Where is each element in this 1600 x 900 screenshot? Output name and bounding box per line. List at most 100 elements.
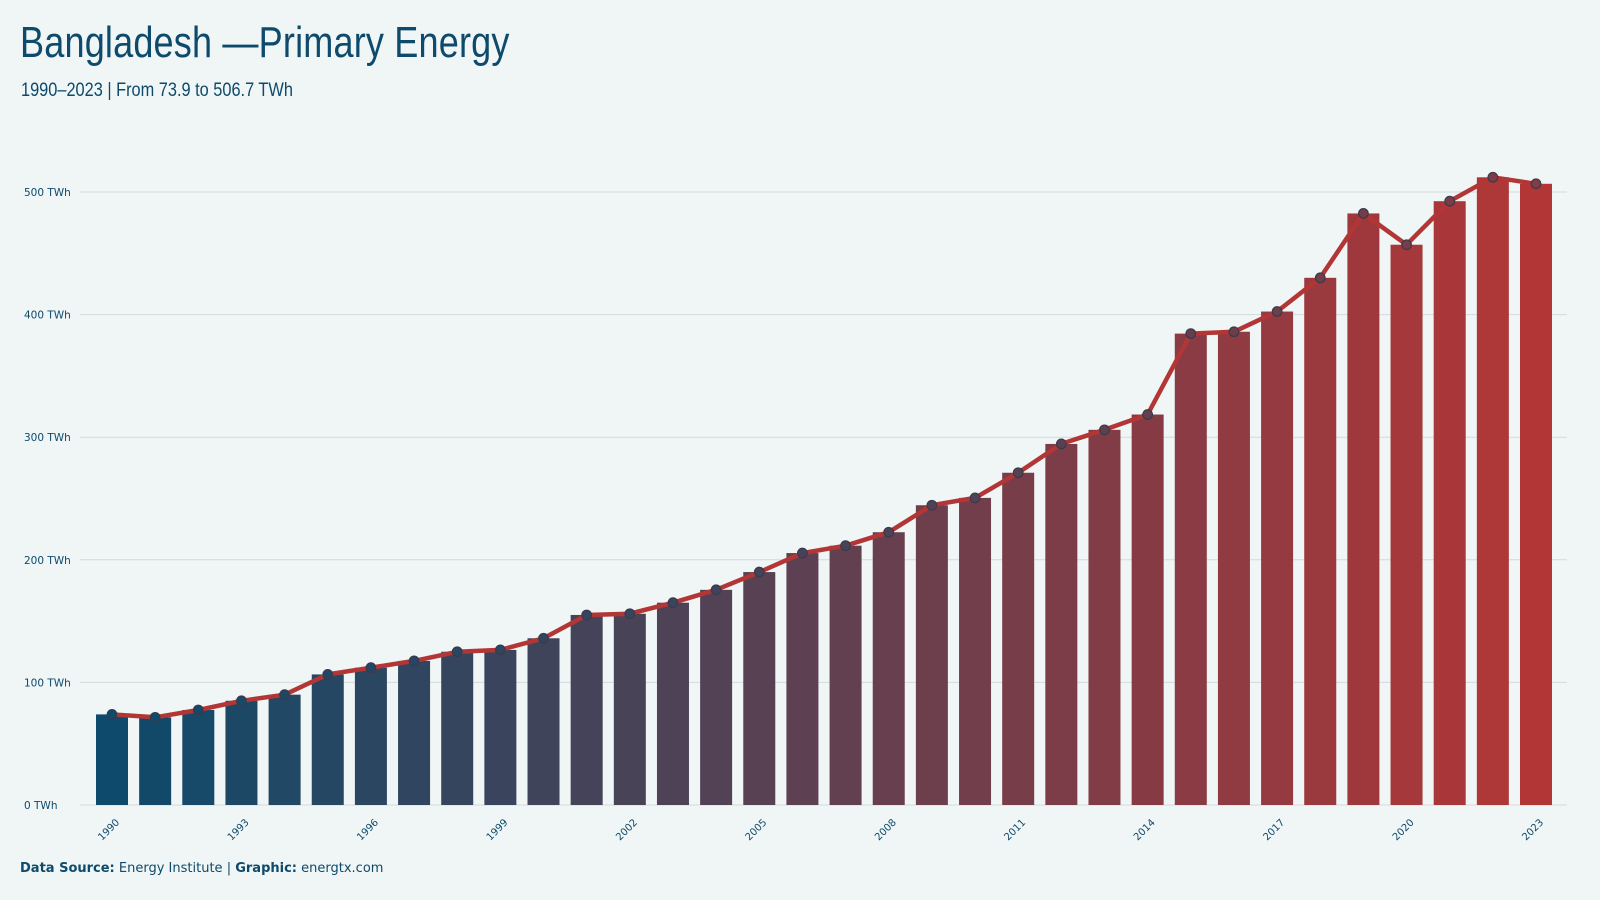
trend-line-path [109,175,1539,720]
data-point [192,704,204,716]
data-point [1314,272,1326,284]
bars [96,177,1552,806]
data-point [667,597,679,609]
grid-lines [80,191,1567,806]
data-point [1487,171,1499,183]
data-point [624,608,636,620]
bar [915,505,948,805]
data-point [322,669,334,680]
bar [1002,472,1035,805]
bar [182,709,215,805]
bar [1217,331,1250,805]
bar [959,497,992,805]
data-point [1012,467,1024,479]
bar [1131,414,1164,805]
bar [1347,213,1380,805]
x-tick-label: 1999 [485,817,511,843]
bar [786,553,819,805]
data-point [1142,409,1154,420]
data-point [451,646,463,658]
bar [1304,277,1337,805]
y-tick-label: 0 TWh [24,800,57,812]
data-point [236,695,247,707]
data-point [1530,178,1542,190]
data-point [926,499,938,511]
x-tick-label: 2011 [1003,817,1029,843]
data-point [1444,195,1456,207]
x-axis-ticks: 1990 1993 1996 1999 2002 2005 2008 2011 2014 2017… [96,817,1546,843]
bar [311,674,344,805]
data-point [1185,328,1197,340]
y-axis-ticks: 0 TWh 100 TWh 200 TWh 300 TWh 400 TWh 500 TWh [24,187,71,812]
trend-line [109,175,1539,720]
bar [225,700,258,805]
data-point [106,708,118,720]
footer: Data Source: Energy Institute | Graphic:… [20,861,383,876]
x-tick-label: 2017 [1261,817,1287,843]
data-point [408,655,420,667]
bar [398,660,431,805]
bar [96,714,128,805]
x-tick-label: 2020 [1391,817,1417,843]
x-tick-label: 2005 [744,817,770,843]
graphic-value: energtx.com [301,861,384,876]
data-point [581,609,593,621]
bar [1174,333,1207,805]
data-point [149,711,161,723]
chart-subtitle: 1990–2023 | From 73.9 to 506.7 TWh [21,80,293,101]
markers [106,171,1542,723]
bar [441,651,474,805]
x-tick-label: 1990 [96,817,122,843]
bar [268,694,301,805]
data-point [1401,239,1412,251]
bar [1433,201,1466,805]
data-point [969,492,981,504]
data-point [1099,424,1110,436]
y-tick-label: 500 TWh [24,187,71,199]
data-point [1357,208,1369,219]
data-point [797,547,808,559]
data-source-label: Data Source: [20,861,115,876]
bar [829,545,862,805]
y-tick-label: 400 TWh [24,310,71,322]
data-point [538,632,549,644]
bar [484,649,517,805]
x-tick-label: 1993 [226,817,252,843]
data-point [279,689,291,701]
y-tick-label: 300 TWh [24,432,71,444]
data-point [1055,438,1067,450]
bar [527,638,560,805]
bar [354,667,387,805]
x-tick-label: 1996 [355,817,381,843]
data-point [883,526,895,538]
bar [1045,443,1078,805]
y-tick-label: 200 TWh [24,555,71,567]
bar [1520,183,1552,806]
bar [700,589,733,805]
data-point [840,540,851,552]
bar [613,613,646,805]
data-point [494,644,506,656]
bar [139,717,172,805]
data-point [1271,306,1283,317]
bar [1390,244,1423,805]
data-point [1228,326,1240,338]
footer-separator: | [226,861,232,876]
chart-title: Bangladesh —Primary Energy [20,18,510,67]
x-tick-label: 2014 [1132,817,1158,843]
bar [1476,177,1509,806]
data-source-value: Energy Institute [118,861,223,876]
data-point [710,584,722,596]
x-tick-label: 2008 [873,817,899,843]
bar [570,614,603,805]
bar [743,572,776,805]
data-point [753,566,765,578]
bar [1088,429,1121,805]
y-tick-label: 100 TWh [24,677,71,689]
data-point [365,662,377,674]
bar [872,532,905,805]
graphic-label: Graphic: [235,861,297,876]
x-tick-label: 2023 [1520,817,1546,843]
bar [1261,311,1294,805]
